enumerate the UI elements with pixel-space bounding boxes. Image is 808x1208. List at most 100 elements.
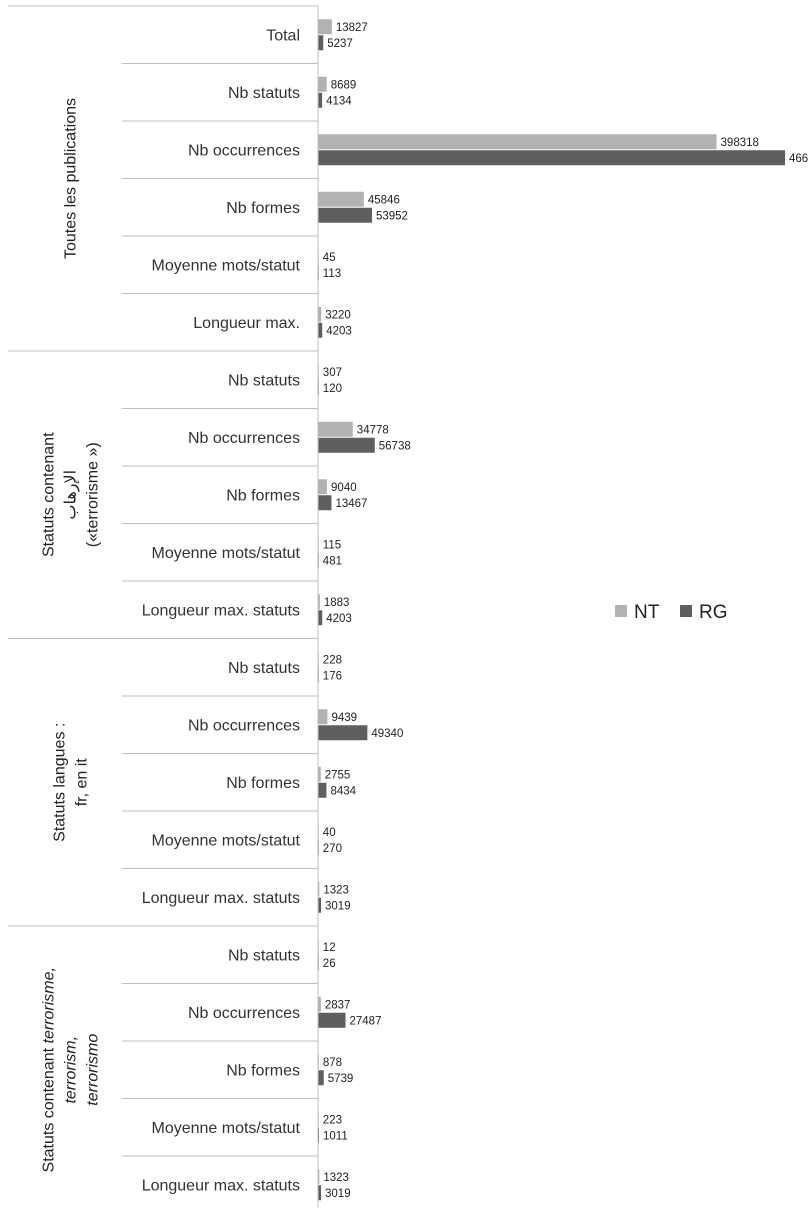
category-label: Nb statuts	[228, 947, 300, 964]
data-label-rg: 4203	[326, 613, 352, 625]
data-label-nt: 45846	[368, 194, 400, 206]
data-label-nt: 9439	[331, 712, 357, 724]
legend-label-nt: NT	[634, 602, 660, 623]
category-label: Nb formes	[226, 487, 300, 504]
data-label-nt: 45	[323, 252, 336, 264]
category-label: Total	[266, 27, 300, 44]
bar-rg	[318, 610, 323, 626]
data-label-nt: 228	[323, 654, 342, 666]
category-label: Moyenne mots/statut	[151, 1120, 300, 1137]
data-label-rg: 176	[323, 670, 342, 682]
bar-rg	[318, 897, 322, 913]
category-label: Longueur max.	[193, 315, 300, 332]
category-label: Longueur max. statuts	[142, 602, 300, 619]
legend-label-rg: RG	[699, 602, 728, 623]
data-label-rg: 27487	[350, 1015, 382, 1027]
bar-rg	[318, 1127, 320, 1143]
category-label: Moyenne mots/statut	[151, 257, 300, 274]
bar-nt	[318, 134, 717, 150]
bar-rg	[318, 207, 372, 223]
data-label-rg: 120	[323, 383, 342, 395]
legend-swatch-nt	[615, 605, 627, 617]
data-label-nt: 8689	[331, 79, 357, 91]
category-label: Nb statuts	[228, 372, 300, 389]
category-label: Nb occurrences	[188, 142, 300, 159]
bar-rg	[318, 1185, 322, 1201]
bar-nt	[318, 306, 322, 322]
data-label-nt: 307	[323, 367, 342, 379]
bar-nt	[318, 881, 320, 897]
data-label-rg: 53952	[376, 210, 408, 222]
category-label: Nb statuts	[228, 85, 300, 102]
legend: NT RG	[615, 602, 728, 623]
data-label-rg: 4134	[326, 95, 352, 107]
data-label-nt: 12	[323, 942, 336, 954]
bar-nt	[318, 421, 353, 437]
data-label-rg: 113	[323, 268, 341, 280]
bar-rg	[318, 1070, 324, 1086]
data-label-rg: 3019	[325, 900, 351, 912]
data-label-rg: 1011	[323, 1130, 348, 1142]
bar-nt	[318, 76, 327, 92]
category-label: Nb statuts	[228, 660, 300, 677]
data-label-rg: 481	[323, 555, 342, 567]
category-label: Nb formes	[226, 1062, 300, 1079]
data-label-nt: 223	[323, 1114, 342, 1126]
category-label: Nb occurrences	[188, 717, 300, 734]
bar-rg	[318, 322, 323, 338]
category-label: Nb occurrences	[188, 430, 300, 447]
category-label: Nb formes	[226, 200, 300, 217]
bar-rg	[318, 437, 375, 453]
group-label: Toutes les publications	[63, 98, 80, 259]
data-label-rg: 3019	[325, 1188, 351, 1200]
bar-rg	[318, 725, 368, 741]
data-label-nt: 1323	[323, 884, 349, 896]
bar-nt	[318, 1169, 320, 1185]
bar-nt	[318, 766, 321, 782]
data-label-rg: 4203	[326, 325, 352, 337]
data-label-rg: 56738	[379, 440, 411, 452]
data-label-nt: 40	[323, 827, 336, 839]
bar-rg	[318, 782, 327, 798]
category-label: Nb formes	[226, 775, 300, 792]
data-label-nt: 878	[323, 1057, 342, 1069]
group-dividers	[8, 5, 318, 1157]
group-labels: Toutes les publications Statuts contenant…	[41, 98, 102, 1172]
data-label-nt: 2837	[325, 999, 351, 1011]
bar-nt	[318, 19, 332, 35]
data-label-rg: 8434	[330, 785, 356, 797]
group-label: Statuts contenant terrorisme,terrorism, t…	[41, 967, 102, 1172]
category-labels: Total Nb statuts Nb occurrences Nb formes Mo…	[142, 27, 301, 1194]
legend-swatch-rg	[680, 605, 692, 617]
bar-rg	[318, 1012, 346, 1028]
bar-rg	[318, 35, 324, 51]
group-label: Statuts langues : fr, en it	[52, 723, 91, 842]
value-labels: 13827 5237 8689 4134 398318 466743 45846 53952 4…	[323, 22, 808, 1200]
data-label-nt: 1323	[323, 1172, 349, 1184]
category-label: Longueur max. statuts	[142, 1177, 300, 1194]
data-label-rg: 49340	[371, 728, 403, 740]
category-label: Longueur max. statuts	[142, 890, 300, 907]
data-label-rg: 26	[323, 958, 336, 970]
data-label-nt: 13827	[336, 22, 368, 34]
bar-rg	[318, 92, 323, 108]
data-label-nt: 1883	[324, 597, 350, 609]
data-label-nt: 2755	[325, 769, 351, 781]
category-label: Moyenne mots/statut	[151, 832, 300, 849]
data-label-nt: 398318	[721, 137, 759, 149]
category-label: Moyenne mots/statut	[151, 545, 300, 562]
bars	[318, 19, 785, 1201]
data-label-nt: 9040	[331, 482, 357, 494]
data-label-nt: 3220	[325, 309, 351, 321]
data-label-rg: 5739	[328, 1073, 354, 1085]
data-label-nt: 115	[323, 539, 341, 551]
data-label-rg: 5237	[327, 38, 353, 50]
category-label: Nb occurrences	[188, 1005, 300, 1022]
data-label-nt: 34778	[357, 424, 389, 436]
bar-nt	[318, 996, 321, 1012]
data-label-rg: 466743	[789, 153, 808, 165]
bar-nt	[318, 709, 328, 725]
bar-rg	[318, 150, 785, 166]
bar-nt	[318, 594, 320, 610]
